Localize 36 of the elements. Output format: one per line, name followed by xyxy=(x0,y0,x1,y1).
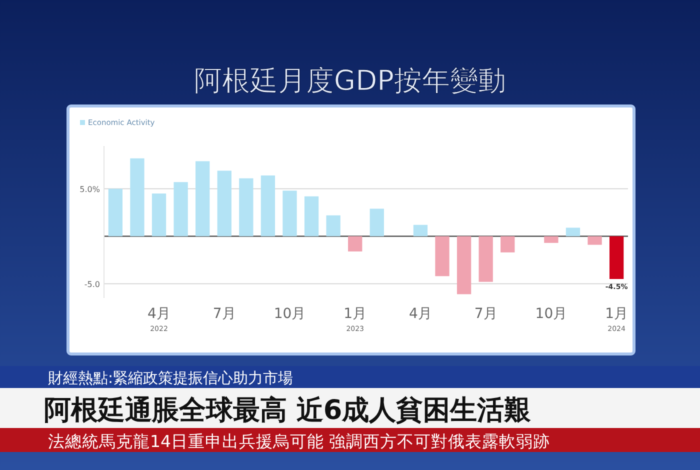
bar xyxy=(239,178,254,236)
bar xyxy=(108,188,123,236)
y-tick-label: -5.0 xyxy=(84,280,100,289)
bar xyxy=(544,236,558,243)
x-tick-label: 10月 xyxy=(274,306,306,322)
bar xyxy=(588,236,602,245)
bar xyxy=(435,236,450,276)
x-tick-label: 10月 xyxy=(535,306,568,322)
bar xyxy=(478,236,493,282)
bar xyxy=(130,158,144,236)
topic-banner: 財經熱點:緊縮政策提振信心助力市場 xyxy=(0,366,700,388)
x-tick-label: 7月 xyxy=(212,306,236,322)
bar xyxy=(566,228,580,236)
bar xyxy=(326,215,340,236)
bar xyxy=(174,182,188,236)
bar xyxy=(217,170,232,236)
bar xyxy=(260,175,276,236)
news-ticker-banner: 法總統馬克龍14日重申出兵援烏可能 強調西方不可對俄表露軟弱跡 xyxy=(0,428,700,452)
bar xyxy=(500,236,515,252)
bar xyxy=(609,236,624,279)
y-tick-label: 5.0% xyxy=(80,184,100,194)
x-tick-label: 4月 2022 xyxy=(148,306,170,333)
bar xyxy=(456,236,472,294)
x-tick-label: 7月 xyxy=(474,306,498,322)
bar xyxy=(196,161,210,236)
bar xyxy=(282,190,297,236)
bar xyxy=(304,196,319,236)
x-tick-label: 1月 2024 xyxy=(605,306,628,333)
x-tick-label: 4月 xyxy=(409,306,432,322)
headline-banner: 阿根廷通脹全球最高 近6成人貧困生活艱 xyxy=(0,388,700,428)
bar xyxy=(348,236,362,252)
bar xyxy=(370,208,384,236)
bar xyxy=(413,224,428,236)
x-tick-label: 1月 2023 xyxy=(344,306,367,333)
chart-title: 阿根廷月度GDP按年變動 xyxy=(194,64,506,97)
bar xyxy=(152,194,166,236)
